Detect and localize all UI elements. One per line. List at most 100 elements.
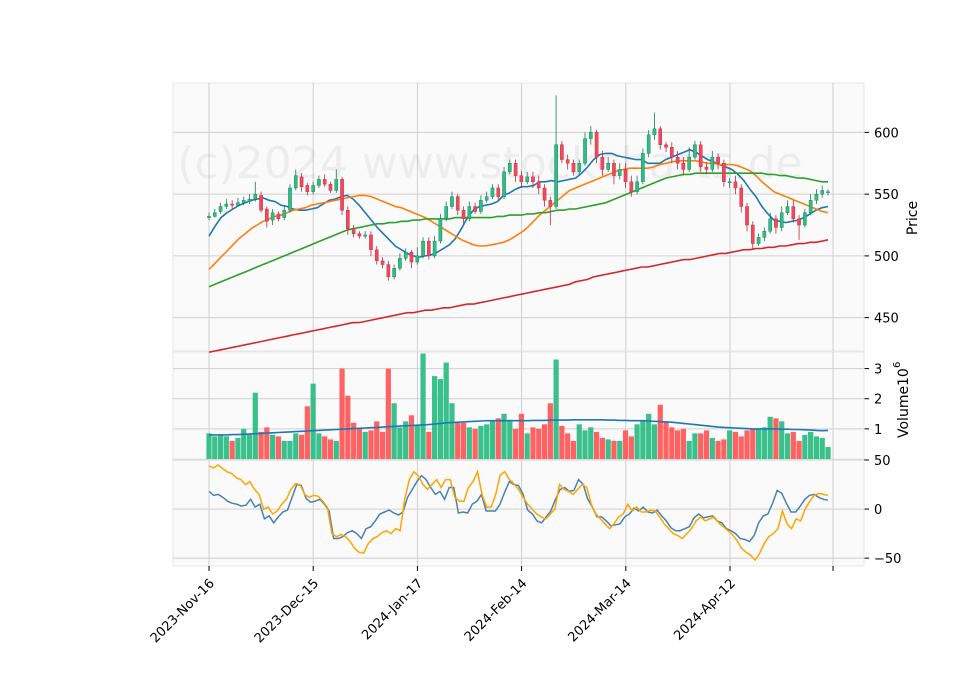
volume-bar	[235, 437, 241, 459]
volume-bar	[258, 431, 264, 459]
candle-body	[779, 212, 784, 228]
volume-bar	[634, 424, 640, 459]
volume-bar	[530, 427, 536, 459]
candle-body	[814, 193, 819, 201]
volume-tick-label: 3	[874, 363, 882, 378]
candle-body	[247, 198, 252, 202]
volume-bar	[351, 422, 357, 459]
candle-body	[554, 144, 558, 207]
candle-body	[646, 134, 651, 154]
x-tick-label: 2023-Dec-15	[252, 576, 322, 646]
volume-bar	[779, 421, 785, 459]
candle-body	[270, 212, 275, 221]
volume-bar	[495, 418, 501, 459]
candle-body	[288, 187, 292, 211]
volume-bar	[674, 430, 681, 459]
volume-bar	[617, 440, 623, 459]
volume-bar	[651, 424, 658, 459]
candle-body	[681, 163, 686, 170]
candle-body	[751, 224, 755, 244]
volume-bar	[790, 431, 796, 459]
volume-bar	[432, 376, 438, 459]
candle-body	[536, 181, 541, 189]
volume-bar	[588, 427, 594, 459]
candle-body	[577, 163, 582, 173]
oscillator-tick-label: −50	[874, 552, 901, 567]
volume-bar	[657, 404, 663, 459]
candle-body	[317, 179, 321, 186]
x-tick-label: 2024-Jan-17	[359, 576, 426, 643]
volume-bar	[397, 427, 403, 459]
volume-bar	[460, 422, 467, 459]
candle-body	[490, 187, 495, 197]
candle-body	[508, 163, 512, 173]
volume-bar	[784, 433, 791, 459]
volume-bar	[217, 434, 224, 459]
oscillator-line-orange	[208, 463, 829, 562]
volume-bar	[686, 440, 692, 459]
candle-body	[797, 218, 801, 226]
volume-bar	[750, 428, 756, 459]
volume-bar	[275, 436, 282, 459]
candle-body	[722, 163, 726, 183]
candle-body	[421, 240, 425, 257]
candle-body	[502, 171, 506, 197]
candle-body	[513, 163, 518, 176]
volume-bar	[721, 439, 727, 459]
candle-body	[496, 187, 501, 197]
candle-body	[305, 185, 310, 192]
candle-body	[704, 166, 709, 170]
volume-bar	[287, 440, 293, 459]
volume-bar	[663, 421, 669, 459]
candle-body	[826, 191, 830, 193]
volume-bar	[403, 421, 409, 459]
candle-body	[670, 147, 674, 158]
price-tick-label: 500	[874, 250, 899, 265]
volume-bar	[212, 436, 218, 459]
candle-body	[241, 200, 246, 203]
candle-body	[230, 203, 234, 206]
volume-bar	[622, 430, 629, 459]
candle-body	[565, 159, 570, 164]
volume-bar	[698, 433, 704, 459]
volume-bar	[640, 421, 646, 459]
candle-body	[785, 206, 790, 213]
volume-bar	[825, 446, 831, 459]
volume-bar	[420, 353, 426, 459]
volume-bar	[553, 359, 559, 459]
volume-bar	[709, 437, 715, 459]
candle-body	[791, 206, 796, 220]
candle-body	[374, 249, 379, 262]
candle-body	[583, 138, 587, 164]
x-tick-label: 2024-Apr-12	[671, 576, 738, 643]
price-tick-label: 450	[874, 312, 899, 327]
candle-body	[664, 144, 668, 148]
candle-body	[727, 181, 732, 184]
volume-bar	[744, 430, 750, 459]
volume-bar	[322, 436, 328, 459]
candle-body	[479, 200, 483, 212]
candle-body	[698, 144, 703, 168]
volume-bar	[518, 413, 524, 459]
volume-bar	[379, 431, 386, 459]
candle-body	[409, 251, 414, 263]
candle-body	[455, 196, 460, 211]
volume-bar	[524, 433, 530, 459]
volume-bar	[599, 437, 605, 459]
candle-body	[617, 169, 622, 176]
x-tick-label: 2023-Nov-16	[148, 576, 218, 646]
candle-body	[803, 212, 807, 226]
candle-body	[589, 132, 593, 139]
candle-body	[386, 264, 391, 278]
volume-bar	[541, 424, 548, 459]
volume-bar	[298, 434, 305, 459]
volume-bar	[501, 413, 507, 459]
candle-body	[438, 218, 443, 242]
candle-body	[762, 231, 767, 238]
price-axis-label: Price	[905, 201, 921, 235]
candle-body	[415, 255, 420, 263]
volume-bar	[565, 433, 571, 459]
watermark: (c)2024 www.stockcharts.de	[177, 138, 802, 189]
